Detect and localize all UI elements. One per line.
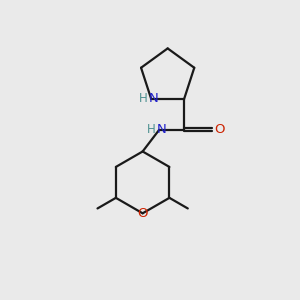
Text: N: N [149, 92, 158, 105]
Text: O: O [214, 123, 225, 136]
Text: N: N [157, 123, 166, 136]
Text: H: H [146, 123, 155, 136]
Text: H: H [139, 92, 147, 105]
Text: O: O [137, 207, 148, 220]
